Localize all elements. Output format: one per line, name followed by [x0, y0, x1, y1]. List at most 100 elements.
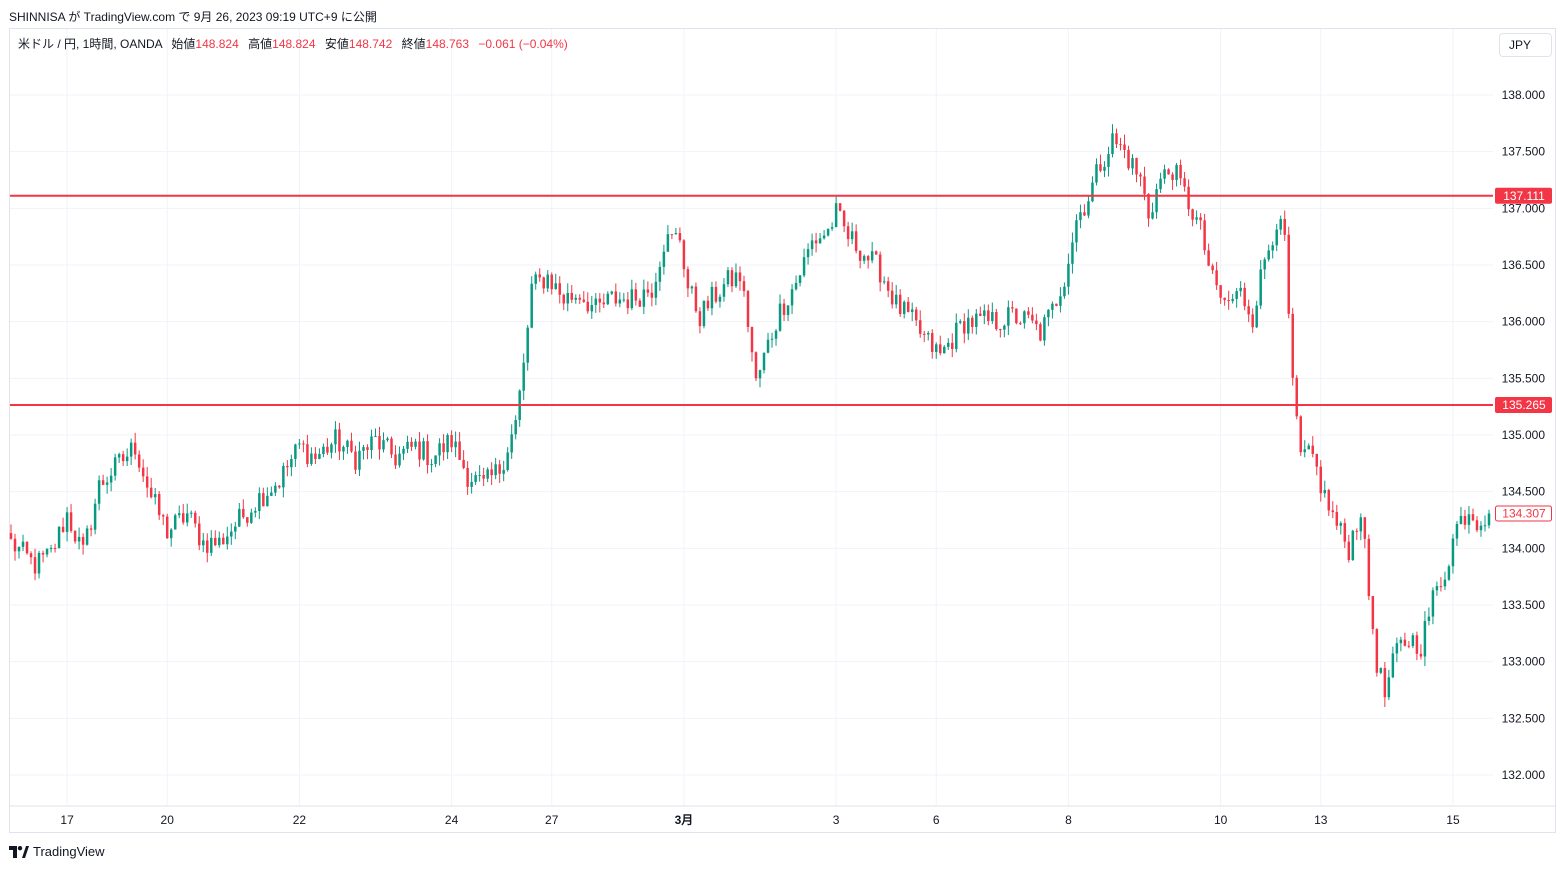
- candle-body: [314, 453, 317, 459]
- candle-body: [230, 531, 233, 537]
- candle-body: [177, 513, 181, 516]
- candle-body: [1447, 566, 1451, 580]
- candle-body: [1479, 525, 1483, 531]
- candle-body: [1255, 305, 1258, 328]
- candle-body: [494, 464, 497, 476]
- candle-body: [1239, 287, 1242, 292]
- price-tick-label: 133.000: [1502, 655, 1546, 669]
- candle-body: [390, 438, 393, 455]
- price-axis[interactable]: 132.000 132.500 133.000 133.500 134.000 134.5…: [1502, 88, 1546, 782]
- candle-body: [145, 476, 149, 488]
- candle-body: [89, 528, 93, 530]
- candle-body: [25, 541, 29, 554]
- candle-body: [947, 342, 950, 347]
- candle-body: [1483, 525, 1487, 527]
- candle-body: [542, 277, 545, 289]
- candle-body: [1359, 517, 1363, 532]
- candle-body: [1235, 291, 1238, 299]
- candle-body: [222, 537, 225, 545]
- candle-body: [202, 540, 205, 546]
- candle-body: [834, 203, 838, 228]
- candle-body: [1267, 250, 1270, 260]
- candle-body: [1183, 178, 1186, 187]
- candle-body: [1019, 323, 1022, 325]
- candle-body: [1167, 169, 1170, 175]
- candle-body: [810, 240, 814, 250]
- candle-body: [558, 283, 561, 295]
- candle-body: [386, 438, 389, 441]
- price-tick-label: 132.500: [1502, 711, 1546, 725]
- grid-lines: [10, 29, 1493, 806]
- candle-body: [1283, 219, 1286, 235]
- candle-body: [402, 448, 405, 454]
- price-tick-label: 137.500: [1502, 145, 1546, 159]
- candle-body: [991, 312, 994, 322]
- currency-button[interactable]: JPY: [1499, 33, 1552, 57]
- candle-body: [294, 444, 297, 459]
- candle-body: [1051, 303, 1054, 310]
- time-tick-label: 6: [933, 813, 940, 827]
- horizontal-levels[interactable]: 137.111 135.265 134.307: [10, 187, 1552, 522]
- candle-body: [1279, 219, 1282, 230]
- change-value: −0.061 (−0.04%): [478, 37, 568, 51]
- candle-body: [714, 286, 718, 302]
- candle-body: [1055, 303, 1058, 306]
- candle-body: [814, 240, 818, 244]
- symbol-label: 米ドル / 円, 1時間, OANDA: [18, 37, 163, 51]
- candle-body: [1119, 144, 1122, 146]
- candle-body: [618, 299, 622, 304]
- candle-body: [282, 465, 285, 488]
- price-tick-label: 138.000: [1502, 88, 1546, 102]
- candle-body: [1003, 325, 1006, 330]
- candle-body: [606, 293, 610, 305]
- candle-body: [926, 333, 930, 335]
- candle-body: [198, 523, 201, 546]
- candle-body: [562, 294, 565, 304]
- candle-body: [190, 512, 193, 514]
- candle-body: [458, 441, 461, 460]
- candle-body: [1435, 586, 1439, 591]
- candle-body: [550, 274, 553, 290]
- candle-body: [394, 454, 397, 466]
- candle-body: [722, 284, 726, 297]
- candle-body: [890, 290, 894, 305]
- candle-body: [53, 548, 57, 550]
- candle-body: [758, 370, 762, 379]
- candle-body: [77, 536, 81, 542]
- candle-body: [1387, 677, 1391, 698]
- candle-body: [898, 294, 902, 315]
- candle-body: [153, 494, 157, 498]
- candle-body: [206, 540, 209, 553]
- candle-body: [93, 503, 97, 530]
- candle-body: [590, 305, 594, 312]
- candle-body: [894, 294, 898, 305]
- candle-body: [538, 274, 541, 278]
- candle-body: [214, 537, 217, 546]
- candle-body: [17, 546, 21, 552]
- footer-brand[interactable]: TradingView: [9, 844, 105, 859]
- time-axis[interactable]: 17 20 22 24 27 3月 3 6 8 10 13 15: [10, 805, 1556, 827]
- candle-body: [638, 300, 642, 307]
- candle-body: [470, 481, 473, 487]
- candle-body: [526, 327, 529, 363]
- candle-body: [987, 310, 990, 322]
- candle-body: [117, 454, 121, 458]
- candle-body: [434, 455, 437, 465]
- candle-body: [726, 270, 730, 285]
- candle-body: [666, 234, 670, 252]
- candle-body: [850, 231, 854, 240]
- candle-body: [1023, 311, 1026, 324]
- candle-body: [502, 469, 505, 474]
- candle-body: [474, 475, 477, 482]
- candle-body: [782, 303, 786, 315]
- candle-body: [1159, 178, 1162, 190]
- candle-body: [866, 256, 870, 261]
- candle-body: [1099, 164, 1102, 171]
- candle-body: [1287, 234, 1290, 314]
- price-level-tag: [1495, 187, 1552, 204]
- candle-body: [610, 291, 614, 294]
- time-tick-label: 3月: [675, 813, 694, 827]
- candle-body: [21, 541, 25, 547]
- price-level-label: 135.265: [1502, 398, 1546, 412]
